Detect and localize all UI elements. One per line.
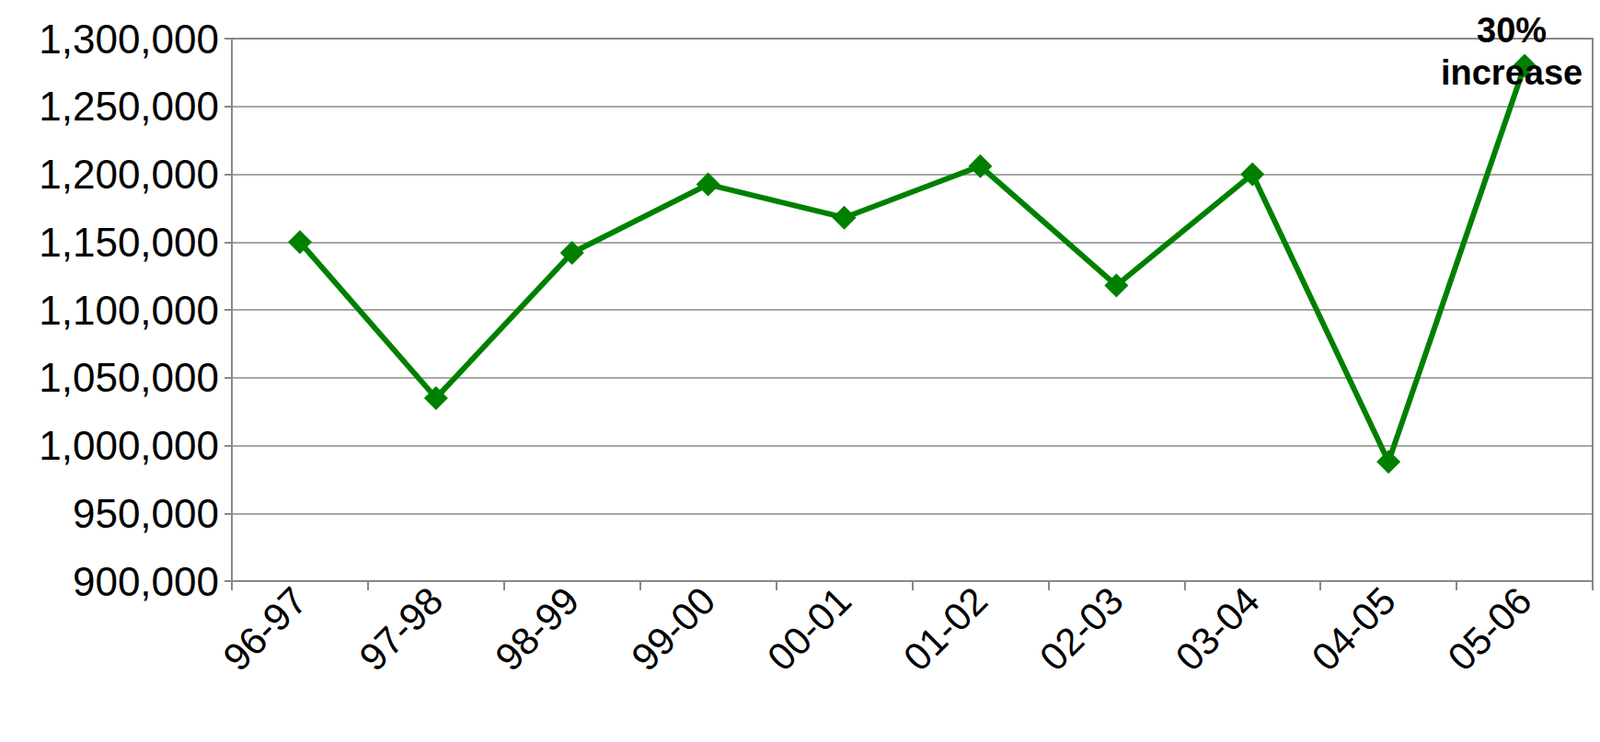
svg-text:01-02: 01-02: [895, 578, 996, 680]
svg-text:1,050,000: 1,050,000: [38, 355, 219, 401]
svg-text:30%: 30%: [1476, 11, 1547, 50]
svg-text:1,150,000: 1,150,000: [38, 219, 219, 265]
svg-text:03-04: 03-04: [1167, 578, 1268, 680]
svg-text:97-98: 97-98: [350, 578, 451, 680]
svg-text:1,000,000: 1,000,000: [38, 423, 219, 469]
svg-text:950,000: 950,000: [72, 491, 219, 537]
svg-text:900,000: 900,000: [72, 559, 219, 605]
svg-text:98-99: 98-99: [486, 578, 588, 680]
svg-text:00-01: 00-01: [759, 578, 860, 680]
svg-text:1,300,000: 1,300,000: [38, 16, 219, 62]
svg-text:05-06: 05-06: [1438, 578, 1540, 680]
svg-text:04-05: 04-05: [1303, 578, 1405, 680]
svg-text:02-03: 02-03: [1031, 578, 1132, 680]
svg-text:96-97: 96-97: [214, 578, 315, 680]
svg-text:99-00: 99-00: [622, 578, 724, 680]
svg-text:1,200,000: 1,200,000: [38, 151, 219, 197]
svg-text:1,250,000: 1,250,000: [38, 83, 219, 129]
svg-text:increase: increase: [1440, 53, 1583, 93]
svg-text:1,100,000: 1,100,000: [38, 287, 219, 334]
